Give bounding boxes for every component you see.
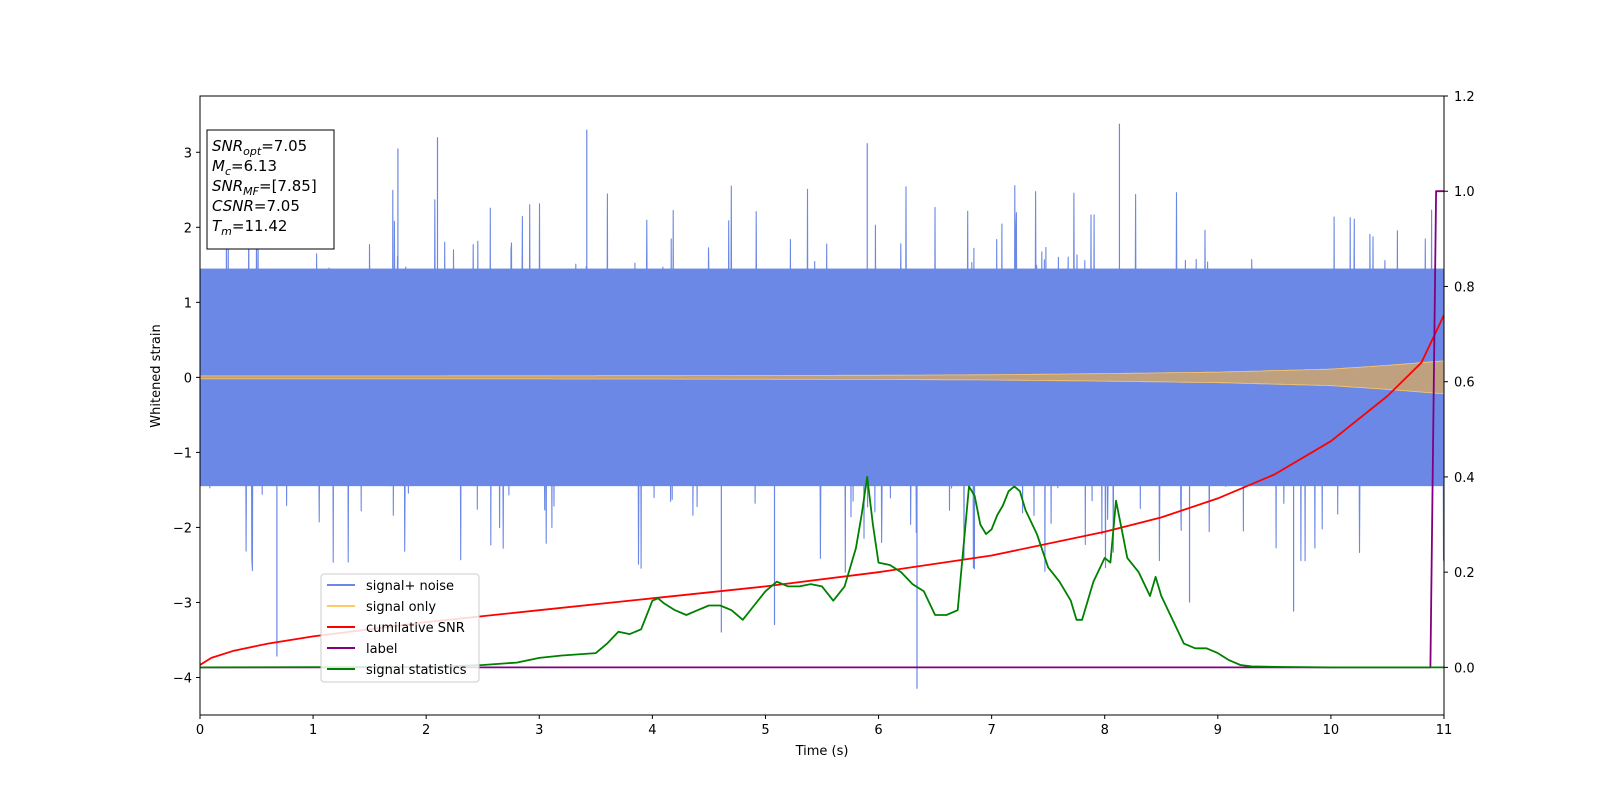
x-tick-label: 6 bbox=[874, 723, 882, 738]
y-tick-label: 1 bbox=[184, 296, 192, 311]
x-tick-label: 0 bbox=[196, 723, 204, 738]
series-cumilative-snr-line bbox=[200, 314, 1444, 666]
info-line: CSNR=7.05 bbox=[212, 197, 300, 215]
y-tick-label: 2 bbox=[184, 221, 192, 236]
legend-frame bbox=[320, 573, 480, 683]
x-tick-label: 10 bbox=[1323, 723, 1340, 738]
legend-label: cumilative SNR bbox=[366, 621, 465, 636]
y2-tick-label: 1.0 bbox=[1454, 185, 1475, 200]
y2-tick-label: 0.2 bbox=[1454, 566, 1475, 581]
x-tick-label: 8 bbox=[1101, 723, 1109, 738]
x-tick-label: 11 bbox=[1436, 723, 1453, 738]
y-tick-label: −1 bbox=[173, 446, 192, 461]
legend-label: signal only bbox=[366, 600, 436, 615]
y-tick-label: −4 bbox=[173, 671, 192, 686]
info-line: SNRopt=7.05 bbox=[212, 137, 307, 158]
legend-label: signal statistics bbox=[366, 663, 467, 678]
info-line: Tm=11.42 bbox=[212, 217, 287, 238]
series-label-line bbox=[200, 190, 1444, 669]
x-tick-label: 9 bbox=[1214, 723, 1222, 738]
y2-tick-label: 0.6 bbox=[1454, 376, 1475, 391]
info-box-frame bbox=[206, 129, 335, 250]
legend: signal+ noise signal only cumilative SNR la… bbox=[320, 573, 480, 683]
y2-tick-label: 1.2 bbox=[1454, 90, 1475, 105]
y-tick-label: 3 bbox=[184, 146, 192, 161]
legend-label: signal+ noise bbox=[366, 579, 454, 594]
x-tick-label: 2 bbox=[422, 723, 430, 738]
x-tick-label: 1 bbox=[309, 723, 317, 738]
info-line: Mc=6.13 bbox=[212, 157, 277, 178]
x-axis-label: Time (s) bbox=[795, 744, 849, 759]
x-tick-label: 5 bbox=[761, 723, 769, 738]
plot-frame bbox=[199, 95, 1445, 716]
x-tick-label: 4 bbox=[648, 723, 656, 738]
y-tick-label: −2 bbox=[173, 521, 192, 536]
y-axis-label: Whitened strain bbox=[149, 324, 164, 427]
series-signal-only-area bbox=[200, 360, 1444, 395]
info-line: SNRMF=[7.85] bbox=[212, 177, 317, 198]
y-tick-label: 0 bbox=[184, 371, 192, 386]
x-tick-label: 7 bbox=[987, 723, 995, 738]
y2-tick-label: 0.0 bbox=[1454, 661, 1475, 676]
y2-tick-label: 0.4 bbox=[1454, 471, 1475, 486]
y2-tick-label: 0.8 bbox=[1454, 280, 1475, 295]
x-tick-label: 3 bbox=[535, 723, 543, 738]
series-signal-statistics-line bbox=[200, 476, 1444, 669]
legend-label: label bbox=[366, 642, 397, 657]
y-tick-label: −3 bbox=[173, 596, 192, 611]
